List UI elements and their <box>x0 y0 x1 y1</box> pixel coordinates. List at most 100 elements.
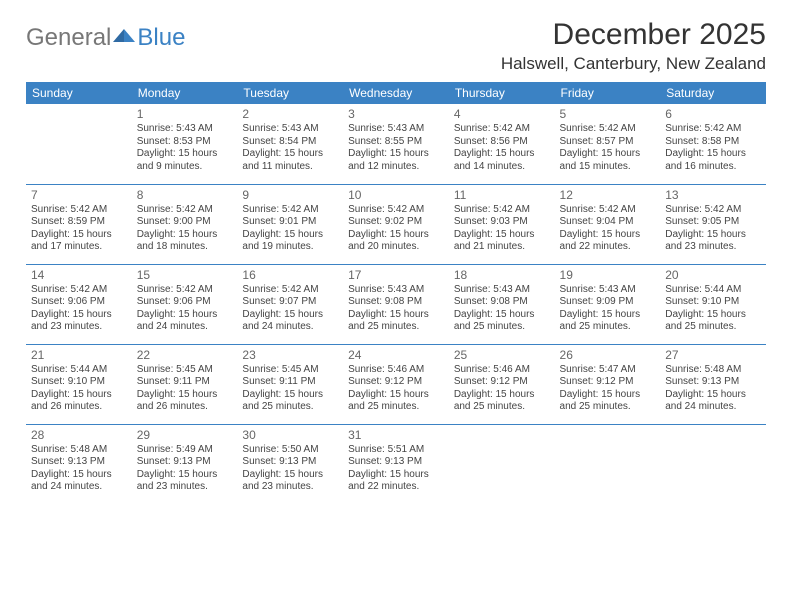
daylight-text: Daylight: 15 hours and 25 minutes. <box>348 309 444 334</box>
sunset-text: Sunset: 9:00 PM <box>137 216 233 229</box>
daylight-text: Daylight: 15 hours and 15 minutes. <box>560 148 656 173</box>
calendar-cell: 12Sunrise: 5:42 AMSunset: 9:04 PMDayligh… <box>555 184 661 264</box>
calendar-cell: 13Sunrise: 5:42 AMSunset: 9:05 PMDayligh… <box>660 184 766 264</box>
sunset-text: Sunset: 8:54 PM <box>242 136 338 149</box>
sunrise-text: Sunrise: 5:43 AM <box>454 284 550 297</box>
sunrise-text: Sunrise: 5:45 AM <box>242 364 338 377</box>
day-number: 3 <box>348 107 444 122</box>
calendar-header: Sunday Monday Tuesday Wednesday Thursday… <box>26 82 766 104</box>
sunset-text: Sunset: 9:12 PM <box>348 376 444 389</box>
day-number: 5 <box>560 107 656 122</box>
calendar-cell: 18Sunrise: 5:43 AMSunset: 9:08 PMDayligh… <box>449 264 555 344</box>
sunset-text: Sunset: 9:05 PM <box>665 216 761 229</box>
sunset-text: Sunset: 9:07 PM <box>242 296 338 309</box>
sunrise-text: Sunrise: 5:47 AM <box>560 364 656 377</box>
sunrise-text: Sunrise: 5:42 AM <box>665 123 761 136</box>
calendar-cell: 8Sunrise: 5:42 AMSunset: 9:00 PMDaylight… <box>132 184 238 264</box>
daylight-text: Daylight: 15 hours and 17 minutes. <box>31 229 127 254</box>
daylight-text: Daylight: 15 hours and 23 minutes. <box>31 309 127 334</box>
sunset-text: Sunset: 9:13 PM <box>348 456 444 469</box>
daylight-text: Daylight: 15 hours and 22 minutes. <box>560 229 656 254</box>
calendar-cell: 27Sunrise: 5:48 AMSunset: 9:13 PMDayligh… <box>660 344 766 424</box>
calendar-cell: 17Sunrise: 5:43 AMSunset: 9:08 PMDayligh… <box>343 264 449 344</box>
day-number: 11 <box>454 188 550 203</box>
sunrise-text: Sunrise: 5:44 AM <box>31 364 127 377</box>
day-number: 24 <box>348 348 444 363</box>
daylight-text: Daylight: 15 hours and 25 minutes. <box>560 309 656 334</box>
daylight-text: Daylight: 15 hours and 19 minutes. <box>242 229 338 254</box>
sunrise-text: Sunrise: 5:42 AM <box>242 204 338 217</box>
page-title: December 2025 <box>553 18 766 52</box>
sunrise-text: Sunrise: 5:42 AM <box>454 204 550 217</box>
sunrise-text: Sunrise: 5:43 AM <box>560 284 656 297</box>
daylight-text: Daylight: 15 hours and 23 minutes. <box>665 229 761 254</box>
day-number: 26 <box>560 348 656 363</box>
day-header: Monday <box>132 82 238 104</box>
calendar-cell: 30Sunrise: 5:50 AMSunset: 9:13 PMDayligh… <box>237 424 343 504</box>
day-number: 17 <box>348 268 444 283</box>
calendar-cell: 25Sunrise: 5:46 AMSunset: 9:12 PMDayligh… <box>449 344 555 424</box>
sunset-text: Sunset: 9:04 PM <box>560 216 656 229</box>
sunset-text: Sunset: 9:10 PM <box>31 376 127 389</box>
calendar-cell <box>555 424 661 504</box>
daylight-text: Daylight: 15 hours and 11 minutes. <box>242 148 338 173</box>
sunrise-text: Sunrise: 5:42 AM <box>242 284 338 297</box>
sunrise-text: Sunrise: 5:42 AM <box>560 204 656 217</box>
day-header: Sunday <box>26 82 132 104</box>
calendar-row: 21Sunrise: 5:44 AMSunset: 9:10 PMDayligh… <box>26 344 766 424</box>
day-number: 20 <box>665 268 761 283</box>
day-number: 10 <box>348 188 444 203</box>
day-number: 22 <box>137 348 233 363</box>
day-number: 21 <box>31 348 127 363</box>
calendar-cell: 1Sunrise: 5:43 AMSunset: 8:53 PMDaylight… <box>132 104 238 184</box>
day-number: 12 <box>560 188 656 203</box>
day-number: 9 <box>242 188 338 203</box>
sunrise-text: Sunrise: 5:42 AM <box>137 204 233 217</box>
day-number: 15 <box>137 268 233 283</box>
calendar-cell <box>660 424 766 504</box>
day-number: 29 <box>137 428 233 443</box>
brand-mark-icon <box>113 26 135 42</box>
sunset-text: Sunset: 9:06 PM <box>31 296 127 309</box>
sunrise-text: Sunrise: 5:42 AM <box>454 123 550 136</box>
sunset-text: Sunset: 9:01 PM <box>242 216 338 229</box>
calendar-cell: 19Sunrise: 5:43 AMSunset: 9:09 PMDayligh… <box>555 264 661 344</box>
daylight-text: Daylight: 15 hours and 26 minutes. <box>31 389 127 414</box>
sunrise-text: Sunrise: 5:43 AM <box>137 123 233 136</box>
sunset-text: Sunset: 8:55 PM <box>348 136 444 149</box>
daylight-text: Daylight: 15 hours and 21 minutes. <box>454 229 550 254</box>
calendar-cell: 15Sunrise: 5:42 AMSunset: 9:06 PMDayligh… <box>132 264 238 344</box>
daylight-text: Daylight: 15 hours and 9 minutes. <box>137 148 233 173</box>
day-number: 14 <box>31 268 127 283</box>
calendar-row: 14Sunrise: 5:42 AMSunset: 9:06 PMDayligh… <box>26 264 766 344</box>
day-number: 19 <box>560 268 656 283</box>
sunset-text: Sunset: 9:02 PM <box>348 216 444 229</box>
location-subtitle: Halswell, Canterbury, New Zealand <box>26 54 766 74</box>
calendar-body: 1Sunrise: 5:43 AMSunset: 8:53 PMDaylight… <box>26 104 766 504</box>
sunrise-text: Sunrise: 5:50 AM <box>242 444 338 457</box>
calendar-cell: 23Sunrise: 5:45 AMSunset: 9:11 PMDayligh… <box>237 344 343 424</box>
calendar-row: 1Sunrise: 5:43 AMSunset: 8:53 PMDaylight… <box>26 104 766 184</box>
sunset-text: Sunset: 9:11 PM <box>137 376 233 389</box>
day-number: 7 <box>31 188 127 203</box>
day-number: 6 <box>665 107 761 122</box>
day-number: 28 <box>31 428 127 443</box>
sunset-text: Sunset: 9:10 PM <box>665 296 761 309</box>
calendar-table: Sunday Monday Tuesday Wednesday Thursday… <box>26 82 766 504</box>
sunrise-text: Sunrise: 5:43 AM <box>348 123 444 136</box>
day-number: 8 <box>137 188 233 203</box>
sunset-text: Sunset: 9:13 PM <box>665 376 761 389</box>
daylight-text: Daylight: 15 hours and 25 minutes. <box>454 389 550 414</box>
calendar-row: 28Sunrise: 5:48 AMSunset: 9:13 PMDayligh… <box>26 424 766 504</box>
daylight-text: Daylight: 15 hours and 25 minutes. <box>665 309 761 334</box>
sunset-text: Sunset: 9:12 PM <box>454 376 550 389</box>
daylight-text: Daylight: 15 hours and 14 minutes. <box>454 148 550 173</box>
day-header: Thursday <box>449 82 555 104</box>
sunset-text: Sunset: 8:56 PM <box>454 136 550 149</box>
daylight-text: Daylight: 15 hours and 24 minutes. <box>137 309 233 334</box>
day-number: 18 <box>454 268 550 283</box>
calendar-cell: 31Sunrise: 5:51 AMSunset: 9:13 PMDayligh… <box>343 424 449 504</box>
sunset-text: Sunset: 9:08 PM <box>454 296 550 309</box>
calendar-cell: 16Sunrise: 5:42 AMSunset: 9:07 PMDayligh… <box>237 264 343 344</box>
sunset-text: Sunset: 9:03 PM <box>454 216 550 229</box>
